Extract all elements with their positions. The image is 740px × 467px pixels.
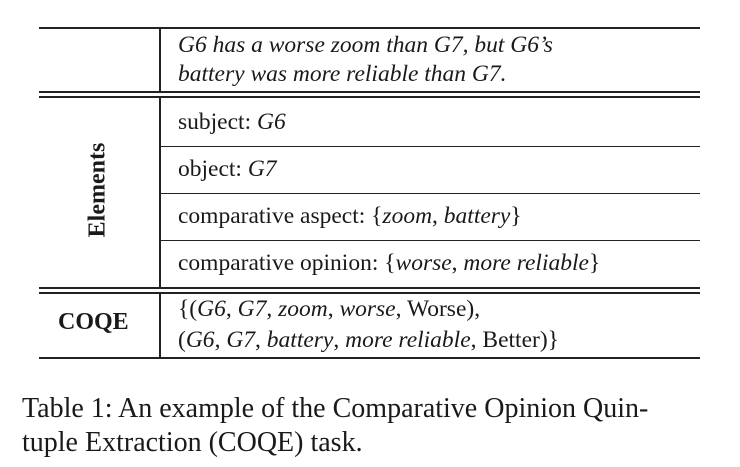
opinion-value-1: worse (395, 250, 452, 276)
q1-label: Worse (406, 296, 467, 322)
elements-row-label: Elements (84, 142, 111, 238)
object-cell: object: G7 (178, 154, 277, 184)
table-caption: Table 1: An example of the Comparative O… (22, 392, 722, 460)
q1-object: G7 (237, 296, 267, 322)
subject-cell: subject: G6 (178, 107, 286, 137)
caption-line-1: Table 1: An example of the Comparative O… (22, 393, 649, 424)
q2-opinion: more reliable (345, 327, 471, 353)
table-row-rule-aspect (159, 240, 700, 241)
table-top-rule (39, 27, 700, 29)
table-vertical-rule-2 (159, 97, 161, 287)
q2-aspect: battery (266, 327, 334, 353)
subject-key: subject: (178, 109, 252, 135)
sentence-line-1: G6 has a worse zoom than G7, but G6’s (178, 32, 553, 58)
object-key: object: (178, 156, 242, 182)
q1-subject: G6 (197, 296, 226, 322)
aspect-value-2: battery (443, 203, 511, 229)
table-double-rule-2b (39, 292, 700, 294)
q2-object: G7 (226, 327, 256, 353)
table-double-rule-1a (39, 91, 700, 93)
table-double-rule-2a (39, 287, 700, 289)
sentence-line-2: battery was more reliable than G7. (178, 61, 507, 87)
table-row-rule-object (159, 193, 700, 194)
object-value: G7 (247, 156, 277, 182)
table-double-rule-1b (39, 96, 700, 98)
subject-value: G6 (256, 109, 286, 135)
q1-aspect: zoom (278, 296, 328, 322)
caption-line-2: tuple Extraction (COQE) task. (22, 427, 363, 458)
table-vertical-rule-3 (159, 293, 161, 358)
opinion-cell: comparative opinion: {worse, more reliab… (178, 250, 601, 276)
quintuple-line-1: {(G6, G7, zoom, worse, Worse), (178, 296, 481, 322)
table-row-rule-subject (159, 146, 700, 147)
q2-label: Better (482, 327, 540, 353)
q2-subject: G6 (185, 327, 215, 353)
aspect-value-1: zoom (382, 203, 433, 229)
quintuple-line-2: (G6, G7, battery, more reliable, Better)… (178, 327, 559, 353)
coqe-row-label: COQE (58, 309, 129, 335)
opinion-value-2: more reliable (463, 250, 589, 276)
aspect-key: comparative aspect: (178, 203, 366, 229)
table-vertical-rule-1 (159, 27, 161, 91)
opinion-key: comparative opinion: (178, 250, 379, 276)
table-bottom-rule (39, 357, 700, 359)
aspect-cell: comparative aspect: {zoom, battery} (178, 203, 522, 229)
q1-opinion: worse (339, 296, 396, 322)
